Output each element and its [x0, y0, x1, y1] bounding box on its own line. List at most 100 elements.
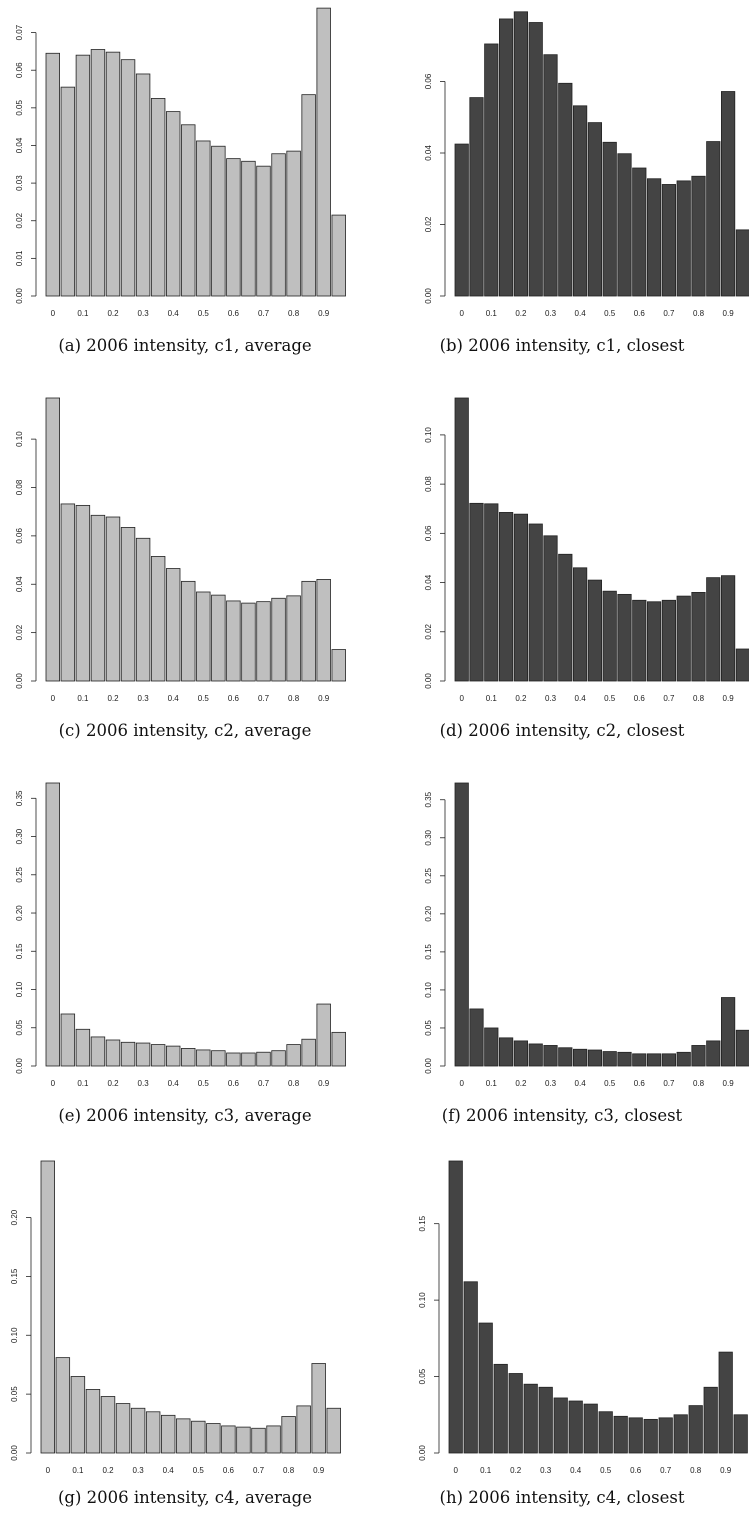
- bar: [454, 782, 469, 1067]
- chart-e: 0.00 0.05 0.10 0.15 0.20 0.25 0.30 0.35 0 0.1 0.2 0…: [15, 782, 346, 1088]
- bar: [301, 94, 316, 297]
- y-tick-label: 0.10: [10, 1327, 19, 1343]
- x-tick-label: 0: [459, 1079, 464, 1088]
- y-tick-label: 0.30: [15, 828, 24, 844]
- bar: [241, 160, 256, 297]
- panel-d: 0.00 0.02 0.04 0.06 0.08 0.10 0 0.1 0.2 0.3 0.4 0.5…: [375, 385, 749, 755]
- x-tick-label: 0.7: [253, 1466, 265, 1475]
- x-tick-label: 0.6: [228, 694, 240, 703]
- bar: [70, 1376, 86, 1454]
- bar: [221, 1425, 236, 1454]
- x-tick-label: 0.8: [283, 1466, 295, 1475]
- x-tick-label: 0.2: [515, 694, 527, 703]
- bar: [115, 1403, 131, 1454]
- bar: [165, 568, 181, 682]
- x-tick-label: 0.9: [723, 1079, 735, 1088]
- caption-e: (e) 2006 intensity, c3, average: [58, 1106, 312, 1125]
- bar: [720, 997, 736, 1067]
- bar: [691, 592, 706, 682]
- bar: [60, 1013, 76, 1067]
- y-tick-label: 0.06: [424, 73, 433, 89]
- bar: [493, 1363, 508, 1454]
- bar: [632, 167, 647, 297]
- bar: [135, 537, 151, 682]
- bar: [543, 1045, 558, 1067]
- bar: [735, 229, 749, 297]
- y-tick-label: 0.04: [424, 145, 433, 161]
- y-tick-label: 0.06: [15, 528, 24, 544]
- x-tick-label: 0.2: [107, 694, 119, 703]
- bar: [676, 1051, 691, 1067]
- bar: [587, 579, 602, 682]
- bar: [691, 1045, 706, 1067]
- y-tick-label: 0.15: [15, 943, 24, 959]
- x-tick-label: 0.9: [723, 309, 735, 318]
- bar: [75, 1028, 91, 1067]
- y-tick-label: 0.00: [418, 1445, 427, 1461]
- bar: [469, 1008, 484, 1067]
- bar: [646, 1053, 662, 1067]
- caption-a: (a) 2006 intensity, c1, average: [58, 336, 312, 355]
- bar: [256, 165, 271, 297]
- x-tick-label: 0: [51, 309, 56, 318]
- x-tick-label: 0.6: [634, 1079, 646, 1088]
- bar: [454, 397, 469, 682]
- bar: [120, 527, 136, 682]
- bar: [145, 1411, 161, 1454]
- bar: [160, 1414, 176, 1454]
- bar: [301, 1038, 316, 1067]
- bar: [45, 397, 61, 682]
- bar: [448, 1160, 463, 1454]
- bar: [75, 54, 91, 297]
- x-tick-label: 0.7: [660, 1466, 672, 1475]
- bar: [661, 599, 677, 682]
- x-tick-label: 0.4: [575, 309, 587, 318]
- x-tick-label: 0.2: [515, 1079, 527, 1088]
- x-tick-label: 0.5: [604, 309, 616, 318]
- bar: [150, 1044, 166, 1067]
- bar: [463, 1281, 478, 1454]
- bar: [211, 1050, 226, 1067]
- bar: [528, 22, 543, 297]
- x-tick-label: 0: [51, 1079, 56, 1088]
- x-tick-label: 0.7: [663, 1079, 675, 1088]
- caption-g: (g) 2006 intensity, c4, average: [57, 1488, 313, 1507]
- bar: [100, 1396, 116, 1454]
- bar: [499, 512, 514, 682]
- y-tick-label: 0.08: [15, 479, 24, 495]
- y-tick-label: 0.02: [424, 216, 433, 232]
- bar: [587, 1049, 602, 1067]
- bar: [632, 599, 647, 682]
- bar: [316, 1003, 331, 1067]
- x-tick-label: 0.8: [690, 1466, 702, 1475]
- bar: [90, 49, 106, 297]
- x-tick-label: 0.9: [313, 1466, 325, 1475]
- panel-c: 0.00 0.02 0.04 0.06 0.08 0.10 0 0.1 0.2 0.3 0.4 0.5…: [0, 385, 370, 755]
- bar: [568, 1400, 583, 1454]
- bar: [316, 7, 331, 297]
- bar: [135, 1042, 151, 1067]
- bar: [558, 553, 573, 682]
- y-tick-label: 0.00: [10, 1445, 19, 1461]
- x-tick-label: 0.1: [486, 694, 498, 703]
- bar: [326, 1407, 341, 1454]
- x-tick-label: 0.5: [198, 1079, 210, 1088]
- x-tick-label: 0: [51, 694, 56, 703]
- panel-f: 0.00 0.05 0.10 0.15 0.20 0.25 0.30 0.35 0 0.1 0.2 0…: [375, 770, 749, 1140]
- bar: [236, 1426, 251, 1454]
- bar: [226, 1052, 241, 1067]
- y-tick-label: 0.15: [10, 1268, 19, 1284]
- x-tick-label: 0.9: [318, 309, 330, 318]
- y-tick-label: 0.30: [424, 829, 433, 845]
- x-tick-label: 0.6: [228, 309, 240, 318]
- bar: [676, 180, 691, 297]
- bar: [165, 111, 181, 297]
- caption-d: (d) 2006 intensity, c2, closest: [439, 721, 685, 740]
- bar: [706, 141, 721, 297]
- y-tick-label: 0.07: [15, 24, 24, 40]
- y-tick-label: 0.05: [424, 1020, 433, 1036]
- caption-c: (c) 2006 intensity, c2, average: [58, 721, 312, 740]
- x-tick-label: 0.3: [138, 1079, 150, 1088]
- x-tick-label: 0.4: [570, 1466, 582, 1475]
- bar: [688, 1405, 703, 1454]
